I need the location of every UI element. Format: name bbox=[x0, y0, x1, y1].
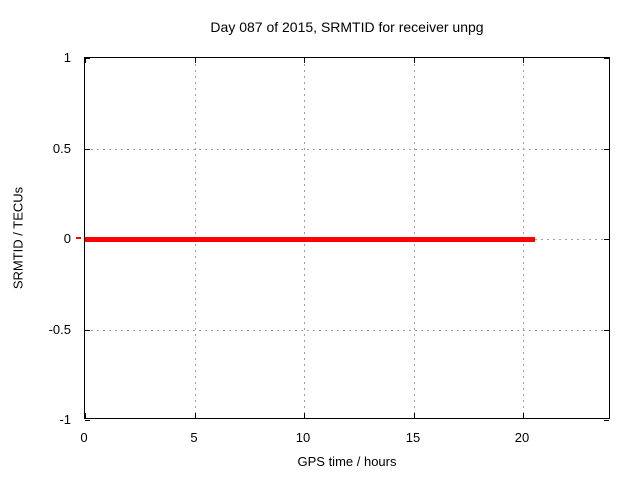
y-tick-mark bbox=[604, 239, 609, 240]
x-tick-label: 20 bbox=[514, 430, 530, 445]
y-tick-mark bbox=[604, 58, 609, 59]
plot-area bbox=[84, 57, 610, 421]
x-tick-mark bbox=[523, 413, 524, 418]
x-tick-label: 5 bbox=[190, 430, 198, 445]
x-tick-mark bbox=[304, 413, 305, 418]
data-series-line bbox=[85, 237, 535, 242]
chart-title: Day 087 of 2015, SRMTID for receiver unp… bbox=[210, 19, 484, 35]
x-tick-mark bbox=[195, 413, 196, 418]
y-gridline bbox=[85, 330, 609, 331]
y-tick-mark bbox=[85, 149, 90, 150]
x-tick-label: 10 bbox=[295, 430, 311, 445]
x-tick-mark bbox=[195, 58, 196, 63]
y-tick-mark bbox=[85, 420, 90, 421]
y-tick-mark bbox=[604, 330, 609, 331]
x-tick-mark bbox=[414, 413, 415, 418]
x-tick-label: 15 bbox=[405, 430, 421, 445]
y-tick-label: -1 bbox=[59, 412, 71, 427]
y-tick-label: -0.5 bbox=[48, 322, 71, 337]
x-tick-mark bbox=[523, 58, 524, 63]
x-axis-title: GPS time / hours bbox=[297, 454, 397, 469]
y-tick-mark bbox=[604, 420, 609, 421]
x-tick-mark bbox=[85, 58, 86, 63]
y-tick-label: 1 bbox=[63, 50, 71, 65]
zero-axis-tick bbox=[76, 237, 81, 239]
x-tick-mark bbox=[304, 58, 305, 63]
y-tick-label: 0.5 bbox=[52, 141, 71, 156]
y-tick-mark bbox=[85, 330, 90, 331]
y-tick-label: 0 bbox=[63, 231, 71, 246]
y-tick-mark bbox=[85, 58, 90, 59]
y-gridline bbox=[85, 149, 609, 150]
x-tick-label: 0 bbox=[80, 430, 88, 445]
x-tick-mark bbox=[414, 58, 415, 63]
x-tick-mark bbox=[85, 413, 86, 418]
y-tick-mark bbox=[604, 149, 609, 150]
